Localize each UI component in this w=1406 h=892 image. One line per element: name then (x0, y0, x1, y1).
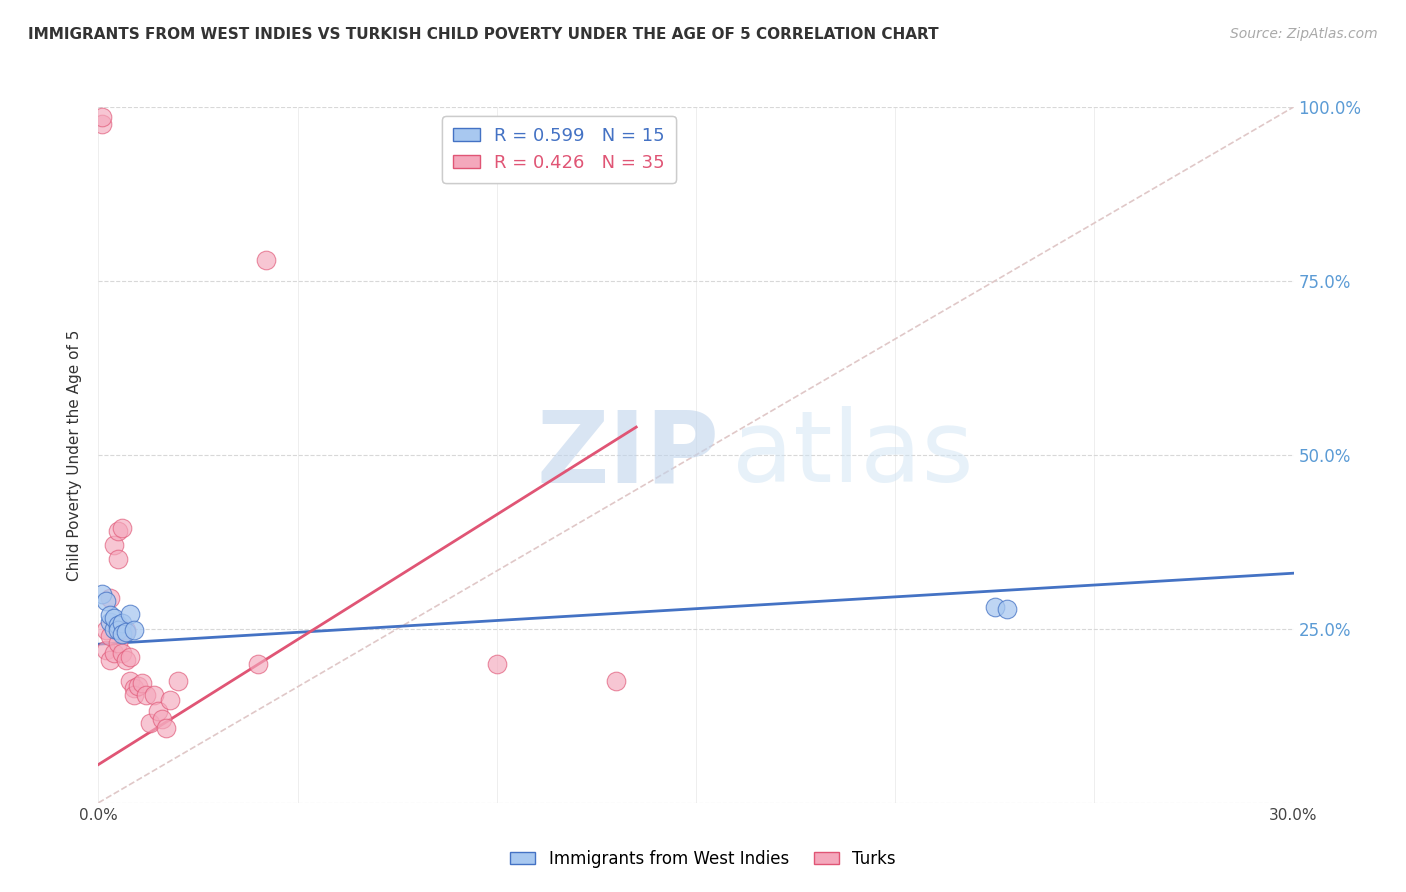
Point (107, 524, 129, 539)
Point (111, 646, 134, 660)
Point (107, 618, 129, 632)
Point (115, 653, 138, 667)
Point (111, 616, 134, 631)
Point (115, 624, 138, 638)
Point (103, 622, 125, 636)
Point (115, 625, 138, 640)
Text: IMMIGRANTS FROM WEST INDIES VS TURKISH CHILD POVERTY UNDER THE AGE OF 5 CORRELAT: IMMIGRANTS FROM WEST INDIES VS TURKISH C… (28, 27, 939, 42)
Point (120, 607, 142, 621)
Legend: R = 0.599   N = 15, R = 0.426   N = 35: R = 0.599 N = 15, R = 0.426 N = 35 (441, 116, 676, 183)
Point (111, 624, 134, 638)
Text: ZIP: ZIP (537, 407, 720, 503)
Point (131, 676, 153, 690)
Point (103, 538, 125, 552)
Point (159, 693, 181, 707)
Point (143, 688, 166, 702)
Point (485, 657, 508, 671)
Point (96, 642, 118, 657)
Point (120, 649, 142, 664)
Point (91, 587, 114, 601)
Point (150, 712, 173, 726)
Point (103, 646, 125, 660)
Point (155, 721, 177, 735)
Point (96, 624, 118, 638)
Point (111, 627, 134, 641)
Y-axis label: Child Poverty Under the Age of 5: Child Poverty Under the Age of 5 (67, 329, 83, 581)
Point (111, 521, 134, 535)
Point (246, 657, 269, 671)
Point (124, 681, 146, 695)
Point (100, 591, 122, 605)
Point (91, 111, 114, 125)
Text: atlas: atlas (733, 407, 973, 503)
Point (107, 552, 129, 566)
Point (984, 599, 1007, 614)
Point (91, 117, 114, 131)
Point (139, 715, 162, 730)
Point (100, 653, 122, 667)
Point (148, 704, 170, 718)
Point (103, 611, 125, 625)
Point (107, 636, 129, 650)
Point (605, 674, 627, 689)
Point (100, 607, 122, 622)
Point (254, 253, 277, 268)
Point (124, 688, 146, 702)
Point (124, 624, 146, 638)
Point (120, 674, 142, 689)
Point (107, 624, 129, 638)
Text: Source: ZipAtlas.com: Source: ZipAtlas.com (1230, 27, 1378, 41)
Legend: Immigrants from West Indies, Turks: Immigrants from West Indies, Turks (503, 844, 903, 875)
Point (100, 629, 122, 643)
Point (100, 615, 122, 629)
Point (135, 688, 157, 702)
Point (127, 679, 149, 693)
Point (167, 674, 190, 689)
Point (995, 602, 1018, 616)
Point (96, 594, 118, 608)
